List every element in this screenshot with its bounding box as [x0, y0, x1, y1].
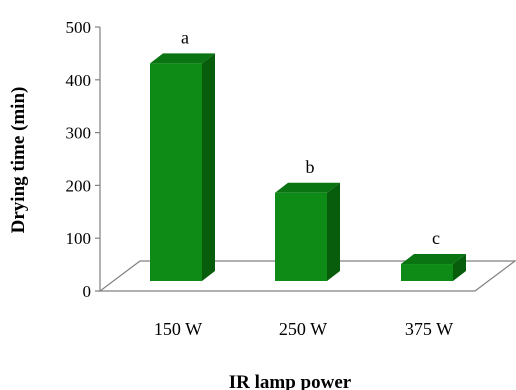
x-tick-label: 250 W — [279, 319, 327, 339]
data-label: c — [432, 228, 440, 248]
bar-front — [150, 63, 202, 282]
y-tick-label: 200 — [66, 176, 92, 195]
bar-side — [202, 53, 215, 282]
bar-top — [150, 53, 215, 64]
bar-250w — [275, 182, 340, 281]
y-tick-labels: 0 100 200 300 400 500 — [66, 18, 92, 301]
bar-side — [453, 254, 466, 281]
bar-375w — [401, 254, 466, 281]
bar-front — [401, 264, 453, 281]
y-tick-label: 400 — [66, 71, 92, 90]
y-tick-label: 500 — [66, 18, 92, 37]
x-tick-label: 375 W — [405, 319, 453, 339]
bar-top — [275, 182, 340, 193]
y-axis-title: Drying time (min) — [8, 87, 29, 234]
x-axis-title: IR lamp power — [229, 372, 352, 390]
data-label: b — [306, 157, 315, 177]
bar-150w — [150, 53, 215, 282]
bar-front — [275, 192, 327, 281]
bars: a b c — [150, 27, 466, 282]
bar-top — [401, 254, 466, 265]
y-tick-label: 100 — [66, 229, 92, 248]
x-tick-label: 150 W — [154, 319, 202, 339]
y-tick-label: 300 — [66, 124, 92, 143]
y-tick-label: 0 — [83, 282, 92, 301]
data-label: a — [181, 27, 189, 47]
category-labels: 150 W 250 W 375 W — [154, 319, 453, 339]
bar-side — [327, 182, 340, 281]
